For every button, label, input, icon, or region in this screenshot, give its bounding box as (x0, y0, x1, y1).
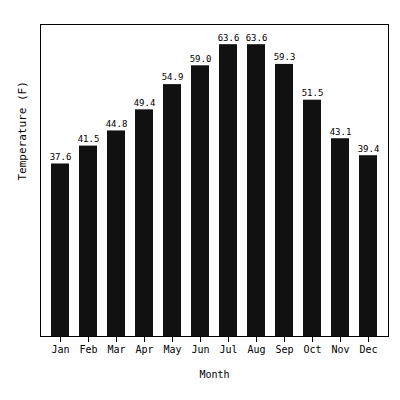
svg-text:Jul: Jul (219, 344, 237, 355)
svg-text:63.6: 63.6 (246, 33, 268, 43)
svg-text:May: May (163, 344, 181, 355)
svg-text:Temperature (F): Temperature (F) (16, 81, 29, 180)
svg-text:Oct: Oct (303, 344, 321, 355)
svg-text:Feb: Feb (79, 344, 97, 355)
svg-text:Mar: Mar (107, 344, 125, 355)
svg-text:54.9: 54.9 (162, 72, 184, 82)
svg-text:63.6: 63.6 (218, 33, 240, 43)
svg-text:Month: Month (199, 369, 229, 380)
svg-text:Sep: Sep (275, 344, 293, 355)
svg-text:Apr: Apr (135, 344, 153, 355)
svg-text:Jan: Jan (51, 344, 69, 355)
svg-text:39.4: 39.4 (358, 144, 380, 154)
svg-text:59.0: 59.0 (190, 54, 212, 64)
svg-text:59.3: 59.3 (274, 52, 296, 62)
svg-text:Nov: Nov (331, 344, 349, 355)
svg-text:44.8: 44.8 (106, 119, 128, 129)
svg-text:37.6: 37.6 (50, 152, 72, 162)
svg-text:51.5: 51.5 (302, 88, 324, 98)
svg-text:49.4: 49.4 (134, 98, 156, 108)
svg-text:43.1: 43.1 (330, 127, 352, 137)
svg-text:Dec: Dec (359, 344, 377, 355)
svg-text:Aug: Aug (247, 344, 265, 355)
svg-text:Jun: Jun (191, 344, 209, 355)
svg-text:41.5: 41.5 (78, 134, 100, 144)
